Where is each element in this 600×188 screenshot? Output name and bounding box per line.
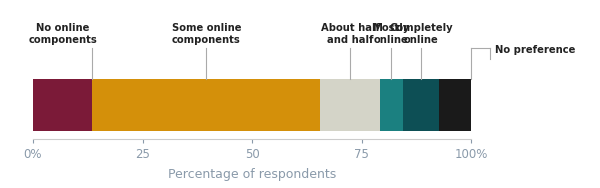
Text: Mostly
online: Mostly online [373, 23, 410, 45]
Text: Some online
components: Some online components [172, 23, 241, 45]
Text: About half
and half: About half and half [320, 23, 380, 45]
X-axis label: Percentage of respondents: Percentage of respondents [168, 168, 336, 181]
Text: Completely
online: Completely online [389, 23, 452, 45]
Bar [439, 79, 471, 131]
Text: No preference: No preference [495, 45, 575, 55]
Bar [320, 79, 380, 131]
Bar [403, 79, 439, 131]
Text: No online
components: No online components [28, 23, 97, 45]
Bar [92, 79, 320, 131]
Bar [380, 79, 403, 131]
Bar [33, 79, 92, 131]
